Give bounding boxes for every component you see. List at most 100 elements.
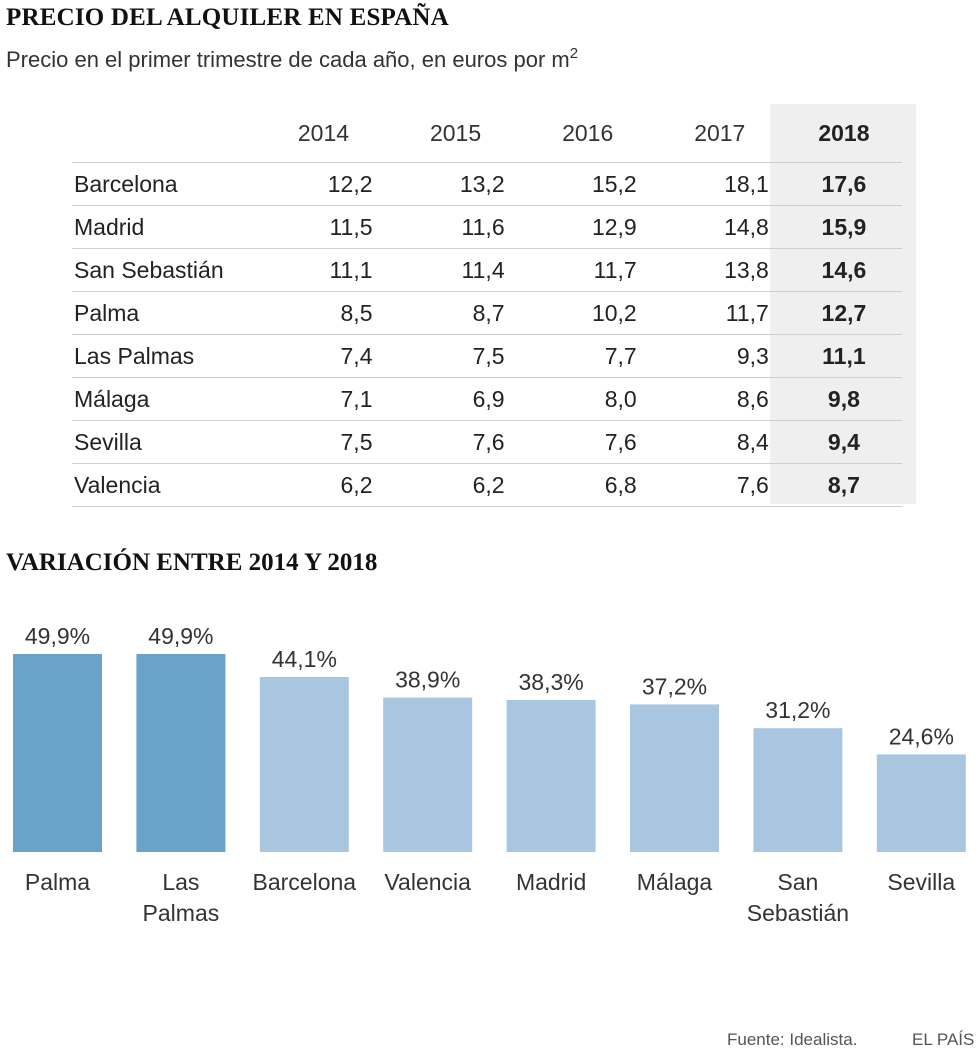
bar-value-label: 38,9% bbox=[395, 667, 460, 693]
table-cell-value: 6,2 bbox=[257, 463, 390, 507]
table-cell-value: 7,5 bbox=[389, 334, 522, 378]
table-cell-value: 8,7 bbox=[389, 291, 522, 335]
table-cell-value: 7,5 bbox=[257, 420, 390, 464]
category-label: Málaga bbox=[637, 869, 713, 895]
table-cell-city: San Sebastián bbox=[72, 248, 258, 292]
table-cell-value: 11,7 bbox=[653, 291, 786, 335]
table-cell-value: 7,7 bbox=[521, 334, 654, 378]
table-cell-value-highlight: 9,8 bbox=[785, 377, 902, 421]
table-cell-value: 11,1 bbox=[257, 248, 390, 292]
table-row: Madrid 11,5 11,6 12,9 14,8 15,9 bbox=[72, 205, 902, 249]
table-cell-value: 18,1 bbox=[653, 162, 786, 206]
bar-value-label: 49,9% bbox=[148, 623, 213, 649]
bar-value-label: 24,6% bbox=[889, 723, 954, 749]
category-label-line: Barcelona bbox=[253, 869, 357, 895]
table-row: Las Palmas 7,4 7,5 7,7 9,3 11,1 bbox=[72, 334, 902, 378]
bar bbox=[136, 654, 226, 852]
table-cell-city: Valencia bbox=[72, 463, 258, 507]
table-row: Sevilla 7,5 7,6 7,6 8,4 9,4 bbox=[72, 420, 902, 464]
table-cell-value: 8,6 bbox=[653, 377, 786, 421]
table-cell-value: 6,9 bbox=[389, 377, 522, 421]
header-city bbox=[72, 104, 258, 163]
variation-bar-chart: 49,9% Palma 49,9% Las Palmas 44,1% Barcelona 38… bbox=[13, 623, 966, 926]
table-cell-value: 8,0 bbox=[521, 377, 654, 421]
table-cell-value: 9,3 bbox=[653, 334, 786, 378]
bar-value-label: 38,3% bbox=[518, 669, 583, 695]
table-cell-value-highlight: 12,7 bbox=[785, 291, 902, 335]
table-cell-value-highlight: 14,6 bbox=[785, 248, 902, 292]
category-label-line: Palma bbox=[25, 869, 90, 895]
price-table-container: 2014 2015 2016 2017 2018 Barcelona 12,2 13… bbox=[72, 104, 916, 507]
category-label-line: Madrid bbox=[516, 869, 586, 895]
table-row: Valencia 6,2 6,2 6,8 7,6 8,7 bbox=[72, 463, 902, 507]
category-label: Valencia bbox=[384, 869, 471, 895]
table-cell-value: 7,4 bbox=[257, 334, 390, 378]
section-title-variation: VARIACIÓN ENTRE 2014 Y 2018 bbox=[6, 549, 378, 576]
table-cell-value: 11,7 bbox=[521, 248, 654, 292]
subtitle-superscript: 2 bbox=[569, 45, 579, 62]
table-cell-value-highlight: 8,7 bbox=[785, 463, 902, 507]
table-cell-city: Palma bbox=[72, 291, 258, 335]
table-row: Málaga 7,1 6,9 8,0 8,6 9,8 bbox=[72, 377, 902, 421]
price-table: 2014 2015 2016 2017 2018 Barcelona 12,2 13… bbox=[72, 104, 902, 507]
table-cell-value: 10,2 bbox=[521, 291, 654, 335]
table-cell-value: 7,6 bbox=[389, 420, 522, 464]
bar-value-label: 31,2% bbox=[765, 697, 830, 723]
table-cell-value: 7,6 bbox=[521, 420, 654, 464]
category-label-line: Valencia bbox=[384, 869, 471, 895]
header-year-highlight: 2018 bbox=[785, 104, 902, 163]
table-cell-value: 13,2 bbox=[389, 162, 522, 206]
table-cell-value: 12,9 bbox=[521, 205, 654, 249]
table-cell-city: Madrid bbox=[72, 205, 258, 249]
category-label-line: Málaga bbox=[637, 869, 713, 895]
bar bbox=[13, 654, 102, 852]
table-cell-value: 13,8 bbox=[653, 248, 786, 292]
table-cell-city: Barcelona bbox=[72, 162, 258, 206]
bar-value-label: 49,9% bbox=[25, 623, 90, 649]
table-cell-value: 8,5 bbox=[257, 291, 390, 335]
category-label: Las Palmas bbox=[143, 869, 220, 926]
category-label: Sevilla bbox=[887, 869, 955, 895]
table-header-row: 2014 2015 2016 2017 2018 bbox=[72, 104, 902, 163]
category-label: San Sebastián bbox=[747, 869, 849, 926]
category-label: Madrid bbox=[516, 869, 586, 895]
category-label: Barcelona bbox=[253, 869, 357, 895]
header-year: 2015 bbox=[389, 104, 522, 163]
table-cell-value: 7,6 bbox=[653, 463, 786, 507]
table-cell-city: Málaga bbox=[72, 377, 258, 421]
table-cell-city: Sevilla bbox=[72, 420, 258, 464]
table-cell-value-highlight: 15,9 bbox=[785, 205, 902, 249]
bar bbox=[876, 754, 966, 852]
brand-name: EL PAÍS bbox=[912, 1030, 975, 1049]
table-row: Palma 8,5 8,7 10,2 11,7 12,7 bbox=[72, 291, 902, 335]
chart-title: PRECIO DEL ALQUILER EN ESPAÑA bbox=[6, 4, 449, 31]
table-cell-value-highlight: 17,6 bbox=[785, 162, 902, 206]
source-note: Fuente: Idealista. bbox=[727, 1030, 858, 1049]
bar bbox=[630, 704, 719, 852]
category-label-line: Sebastián bbox=[747, 900, 849, 926]
chart-subtitle: Precio en el primer trimestre de cada añ… bbox=[6, 45, 578, 73]
bar bbox=[506, 700, 596, 852]
table-cell-value: 7,1 bbox=[257, 377, 390, 421]
table-cell-value-highlight: 11,1 bbox=[785, 334, 902, 378]
table-cell-value: 11,6 bbox=[389, 205, 522, 249]
table-cell-value: 12,2 bbox=[257, 162, 390, 206]
header-year: 2014 bbox=[257, 104, 390, 163]
category-label-line: San bbox=[777, 869, 818, 895]
table-cell-value: 6,8 bbox=[521, 463, 654, 507]
bar-value-label: 37,2% bbox=[642, 673, 707, 699]
subtitle-text: Precio en el primer trimestre de cada añ… bbox=[6, 47, 570, 72]
table-cell-value: 6,2 bbox=[389, 463, 522, 507]
bar bbox=[259, 677, 349, 852]
bar-value-label: 44,1% bbox=[272, 646, 337, 672]
category-label-line: Las bbox=[162, 869, 199, 895]
table-cell-value: 15,2 bbox=[521, 162, 654, 206]
table-cell-value: 14,8 bbox=[653, 205, 786, 249]
table-cell-value: 11,5 bbox=[257, 205, 390, 249]
table-cell-value: 11,4 bbox=[389, 248, 522, 292]
bar bbox=[383, 697, 473, 852]
category-label-line: Palmas bbox=[143, 900, 220, 926]
header-year: 2016 bbox=[521, 104, 654, 163]
table-row: Barcelona 12,2 13,2 15,2 18,1 17,6 bbox=[72, 162, 902, 206]
table-cell-city: Las Palmas bbox=[72, 334, 258, 378]
